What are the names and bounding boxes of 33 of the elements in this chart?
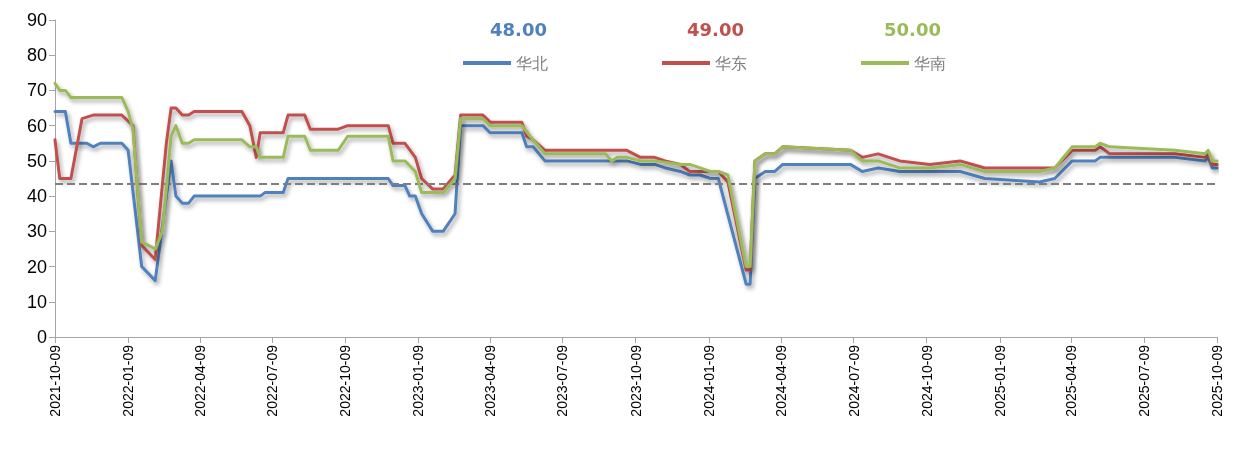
x-tick-label: 2023-07-09 <box>554 344 571 417</box>
y-tick-label: 70 <box>26 80 47 101</box>
annotation: 50.00 <box>884 18 941 40</box>
x-tick-label: 2022-01-09 <box>120 344 137 417</box>
legend-label: 华南 <box>914 53 946 73</box>
y-tick-label: 60 <box>26 115 47 136</box>
legend-label: 华东 <box>715 53 747 73</box>
x-tick-label: 2023-01-09 <box>410 344 427 417</box>
y-tick-label: 20 <box>26 256 47 277</box>
x-tick-label: 2022-07-09 <box>264 344 281 417</box>
x-tick-label: 2025-04-09 <box>1063 344 1080 417</box>
x-tick-label: 2022-10-09 <box>337 344 354 417</box>
y-tick-label: 0 <box>36 327 47 347</box>
x-tick-label: 2023-10-09 <box>627 344 644 417</box>
x-tick-label: 2022-04-09 <box>191 344 208 417</box>
y-tick-label: 10 <box>26 291 47 312</box>
x-tick-label: 2025-07-09 <box>1135 344 1152 417</box>
x-tick-label: 2025-01-09 <box>991 344 1008 417</box>
x-tick-label: 2023-04-09 <box>482 344 499 417</box>
annotation: 48.00 <box>490 18 547 40</box>
x-tick-label: 2024-04-09 <box>773 344 790 417</box>
x-tick-label: 2024-01-09 <box>700 344 717 417</box>
x-tick-label: 2025-10-09 <box>1209 344 1225 417</box>
x-tick-label: 2024-07-09 <box>845 344 862 417</box>
annotation: 49.00 <box>687 18 744 40</box>
y-tick-label: 30 <box>26 221 47 242</box>
y-tick-label: 90 <box>26 10 47 30</box>
x-tick-label: 2024-10-09 <box>918 344 935 417</box>
y-tick-label: 40 <box>26 186 47 207</box>
x-tick-label: 2021-10-09 <box>47 344 63 417</box>
y-tick-label: 50 <box>26 150 47 171</box>
legend-label: 华北 <box>516 53 548 73</box>
y-tick-label: 80 <box>26 45 47 66</box>
